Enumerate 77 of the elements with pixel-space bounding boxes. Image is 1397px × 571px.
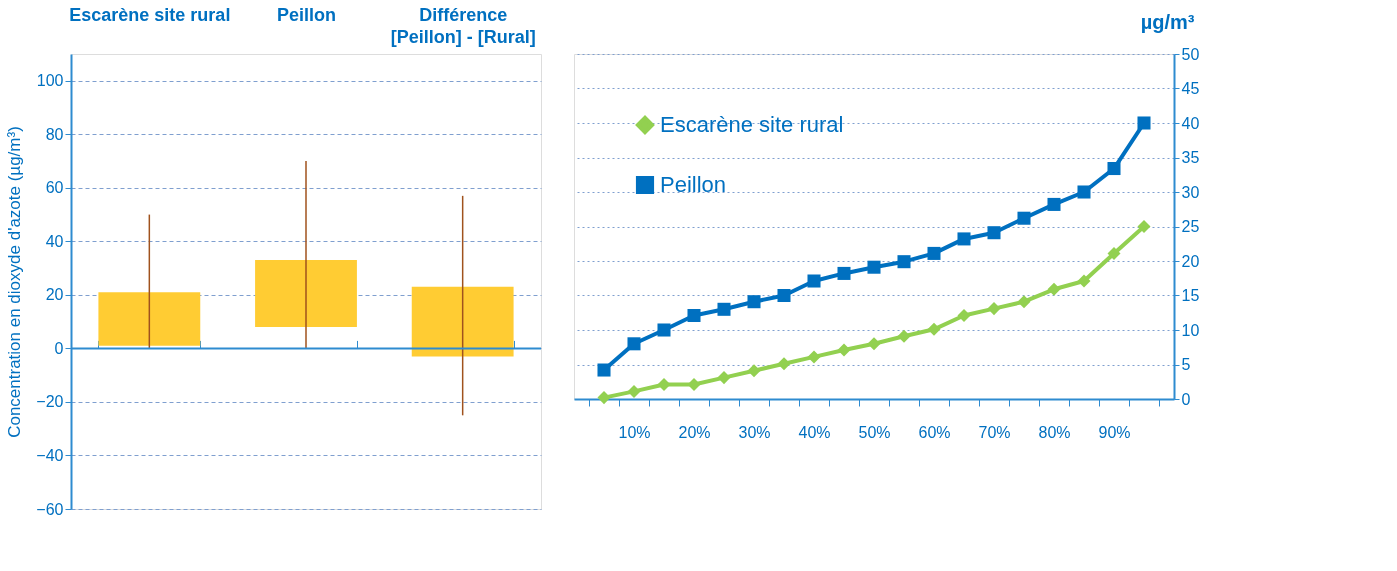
y2-tick-label: 5 [1181,356,1191,373]
point [1107,246,1121,260]
point [747,295,761,309]
y2-tick-label: 35 [1181,149,1200,166]
point [837,343,851,357]
x-tick-label: Escarène site rural [69,4,231,25]
point [957,232,971,246]
x-tick-label: 50% [858,423,891,441]
point [747,364,761,378]
point [777,288,791,303]
point [627,384,641,398]
point [867,260,881,274]
x-tick-label: 90% [1098,423,1131,441]
y2-tick-label: 15 [1181,287,1200,304]
point [927,246,941,260]
point [987,302,1001,316]
bar [411,286,514,357]
y-tick-label: 100 [36,72,64,90]
x-tick-label: 20% [678,423,711,441]
y-tick-label: 20 [45,286,64,304]
point [657,377,671,392]
x-tick-label: 30% [738,423,771,441]
x-tick-label: Peillon [276,4,337,25]
point [597,363,611,377]
point [1137,116,1151,130]
point [927,322,941,336]
y-tick-label: 40 [45,232,64,250]
point [957,308,971,323]
x-tick-label: 80% [1038,423,1071,441]
y-tick-label: 60 [45,179,64,197]
y-tick-label: 80 [45,125,64,143]
point [1137,219,1151,234]
y2-tick-label: 0 [1181,390,1191,408]
point [717,371,731,385]
point [807,274,821,288]
point [897,329,911,343]
point [777,357,791,371]
x-tick-label: 70% [978,423,1011,441]
y-axis-title: Concentration en dioxyde d'azote (µg/m³) [5,126,25,438]
bar [98,292,201,346]
point [687,377,701,392]
point [1047,282,1061,296]
y-tick-label: 0 [54,339,64,357]
y2-tick-label: 50 [1181,45,1200,63]
y2-tick-label: 10 [1181,321,1200,339]
point [987,226,1001,240]
point [627,337,641,351]
y2-tick-label: 30 [1181,183,1200,201]
y-tick-label: −20 [36,393,64,411]
y2-tick-label: 40 [1181,114,1200,132]
point [1077,274,1091,288]
point [687,308,701,323]
point [1047,197,1061,211]
point [837,266,851,280]
point [867,337,881,351]
point [1077,185,1091,199]
y2-tick-label: 20 [1181,252,1200,270]
y2-axis-title: µg/m³ [1140,10,1195,33]
point [597,391,611,405]
point [717,302,731,316]
point [807,350,821,364]
point [657,323,671,337]
bar [255,260,357,327]
point [1017,295,1031,309]
y2-tick-label: 25 [1181,218,1200,235]
y2-tick-label: 45 [1181,80,1200,97]
x-tick-label: 60% [918,423,951,441]
y-tick-label: −60 [36,500,64,518]
legend-label: Peillon [660,172,727,197]
point [1017,211,1031,225]
point [1107,162,1121,176]
legend-label: Escarène site rural [660,112,844,137]
point [897,255,911,269]
x-tick-label: 40% [798,423,831,441]
x-tick-label: 10% [618,423,651,441]
y-tick-label: −40 [36,446,64,464]
x-tick-label: Différence [Peillon] - [Rural] [390,4,536,47]
